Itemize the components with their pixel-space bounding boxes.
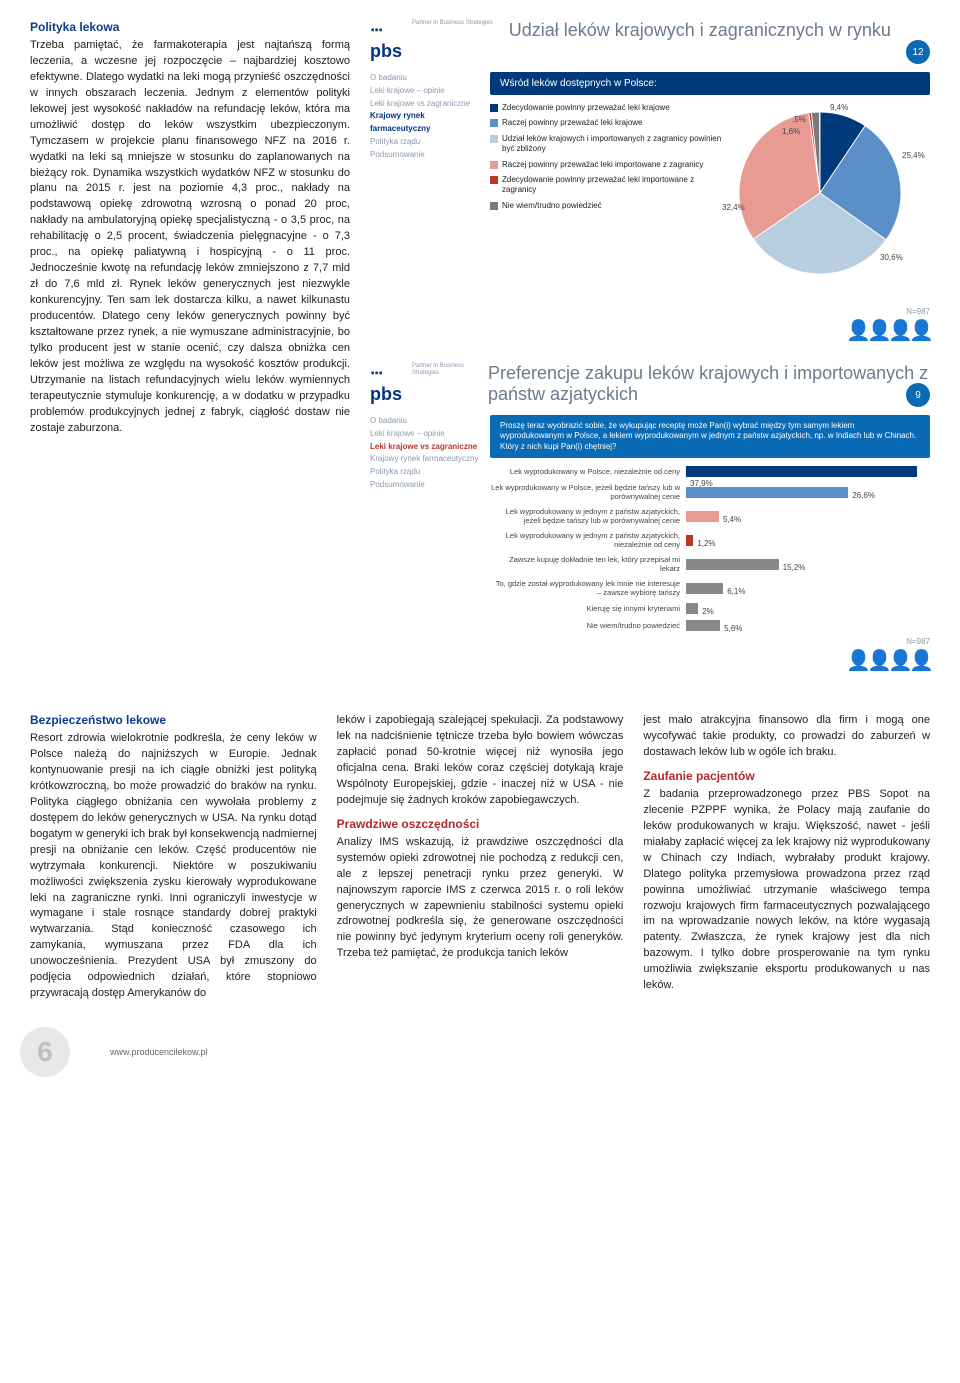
nav-item: Leki krajowe vs zagraniczne	[370, 441, 480, 454]
section-heading: Bezpieczeństwo lekowe	[30, 713, 317, 727]
pie-pct-label: 32,4%	[722, 203, 745, 212]
chart-title: Preferencje zakupu leków krajowych i imp…	[488, 363, 930, 405]
chart-nav: O badaniuLeki krajowe – opinieLeki krajo…	[370, 72, 480, 343]
logo-pbs: pbs	[370, 363, 402, 405]
legend-item: Zdecydowanie powinny przeważać leki impo…	[490, 175, 722, 196]
legend-item: Zdecydowanie powinny przeważać leki kraj…	[490, 103, 722, 113]
bar-row: Kieruję się innymi kryteriami2%	[490, 603, 930, 614]
pie-legend: Zdecydowanie powinny przeważać leki kraj…	[490, 103, 722, 303]
nav-item: Podsumowanie	[370, 149, 480, 162]
legend-item: Raczej powinny przeważać leki importowan…	[490, 160, 722, 170]
logo-subtitle: Partner in Business Strategies	[412, 20, 493, 27]
badge-number: 12	[906, 40, 930, 64]
legend-item: Raczej powinny przeważać leki krajowe	[490, 118, 722, 128]
article-body: Analizy IMS wskazują, iż prawdziwe oszcz…	[337, 835, 624, 963]
logo-pbs: pbs	[370, 20, 402, 62]
nav-item: Leki krajowe – opinie	[370, 428, 480, 441]
pie-chart: 9,4%25,4%30,6%32,4%,5%1,6%	[730, 103, 930, 303]
nav-item: O badaniu	[370, 72, 480, 85]
chart-card-pie: 12 pbs Partner in Business Strategies Ud…	[370, 20, 930, 343]
people-icon: 👤👤👤👤	[490, 318, 930, 343]
page-number: 6	[20, 1027, 70, 1077]
bar-row: Lek wyprodukowany w jednym z państw azja…	[490, 507, 930, 525]
chart-card-bars: 9 pbs Partner in Business Strategies Pre…	[370, 363, 930, 673]
sample-size: N=987	[490, 637, 930, 646]
pie-pct-label: 25,4%	[902, 151, 925, 160]
bar-row: Zawsze kupuję dokładnie ten lek, który p…	[490, 555, 930, 573]
section-heading: Polityka lekowa	[30, 20, 350, 34]
article-body: leków i zapobiegają szalejącej spekulacj…	[337, 713, 624, 809]
logo-subtitle: Partner in Business Strategies	[412, 363, 472, 376]
legend-item: Nie wiem/trudno powiedzieć	[490, 201, 722, 211]
bar-row: Lek wyprodukowany w Polsce, niezależnie …	[490, 466, 930, 477]
nav-item: O badaniu	[370, 415, 480, 428]
section-heading: Zaufanie pacjentów	[643, 769, 930, 783]
pie-pct-label: 30,6%	[880, 253, 903, 262]
article-body: Trzeba pamiętać, że farmakoterapia jest …	[30, 38, 350, 436]
badge-number: 9	[906, 383, 930, 407]
section-heading: Prawdziwe oszczędności	[337, 817, 624, 831]
nav-item: Polityka rządu	[370, 466, 480, 479]
article-body: jest mało atrakcyjna finansowo dla firm …	[643, 713, 930, 761]
pie-pct-label: ,5%	[792, 115, 806, 124]
bar-row: Lek wyprodukowany w jednym z państw azja…	[490, 531, 930, 549]
nav-item: Podsumowanie	[370, 479, 480, 492]
nav-item: Leki krajowe vs zagraniczne	[370, 98, 480, 111]
pie-pct-label: 9,4%	[830, 103, 848, 112]
people-icon: 👤👤👤👤	[490, 648, 930, 673]
article-body: Resort zdrowia wielokrotnie podkreśla, ż…	[30, 731, 317, 1002]
bar-row: Lek wyprodukowany w Polsce, jeżeli będzi…	[490, 483, 930, 501]
nav-item: Krajowy rynek farmaceutyczny	[370, 453, 480, 466]
legend-item: Udział leków krajowych i importowanych z…	[490, 134, 722, 155]
sample-size: N=987	[490, 307, 930, 316]
article-body: Z badania przeprowadzonego przez PBS Sop…	[643, 787, 930, 994]
nav-item: Polityka rządu	[370, 136, 480, 149]
chart-banner: Wśród leków dostępnych w Polsce:	[490, 72, 930, 95]
nav-item: Leki krajowe – opinie	[370, 85, 480, 98]
chart-banner: Proszę teraz wyobrazić sobie, że wykupuj…	[490, 415, 930, 458]
chart-nav: O badaniuLeki krajowe – opinieLeki krajo…	[370, 415, 480, 673]
bar-chart: Lek wyprodukowany w Polsce, niezależnie …	[490, 466, 930, 631]
nav-item: Krajowy rynek farmaceutyczny	[370, 110, 480, 136]
chart-title: Udział leków krajowych i zagranicznych w…	[509, 20, 891, 41]
bar-row: To, gdzie został wyprodukowany lek mnie …	[490, 579, 930, 597]
pie-pct-label: 1,6%	[782, 127, 800, 136]
footer-url: www.producencilekow.pl	[110, 1047, 208, 1057]
bar-row: Nie wiem/trudno powiedzieć5,6%	[490, 620, 930, 631]
